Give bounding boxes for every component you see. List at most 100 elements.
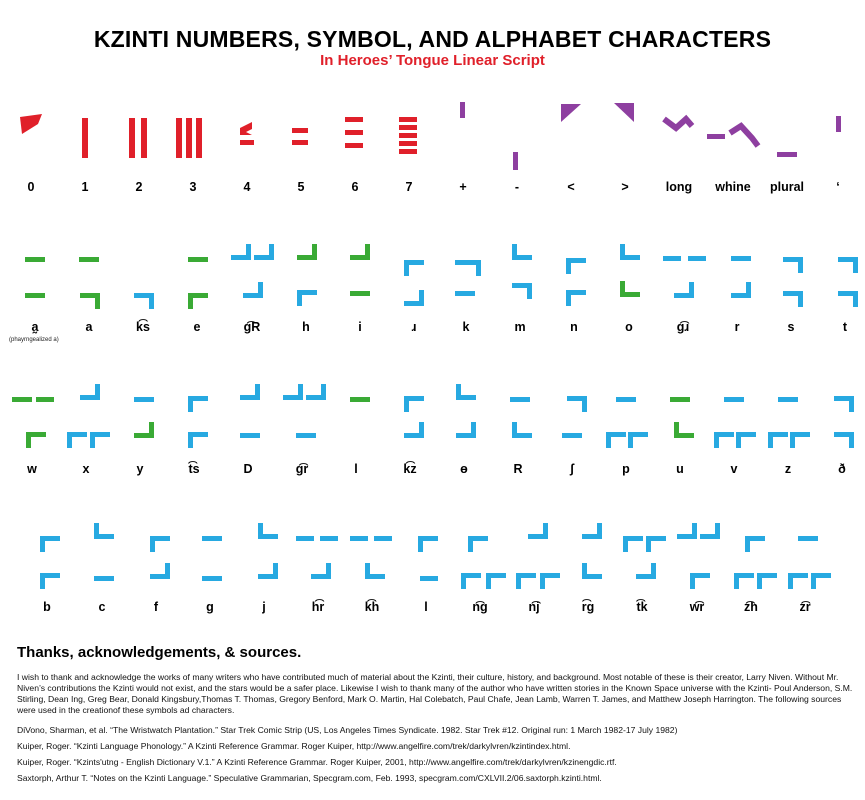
glyph-stroke bbox=[399, 141, 417, 146]
glyph-stroke bbox=[540, 573, 560, 578]
glyph-stroke bbox=[728, 122, 761, 148]
glyph-label: h bbox=[302, 320, 310, 334]
glyph-stroke bbox=[399, 133, 417, 138]
glyph-stroke bbox=[365, 574, 385, 579]
glyph-label: g͡ɹ bbox=[676, 320, 690, 334]
glyph-stroke bbox=[296, 536, 314, 541]
glyph-label: b bbox=[43, 600, 51, 614]
glyph-label: 7 bbox=[405, 180, 413, 194]
glyph-stroke bbox=[150, 536, 155, 552]
glyph-label: whine bbox=[715, 180, 751, 194]
glyph-stroke bbox=[731, 256, 751, 261]
glyph-stroke bbox=[777, 152, 797, 157]
glyph-label: g͡r bbox=[295, 462, 309, 476]
source-entry: Kuiper, Roger. “Kzints'utng - English Di… bbox=[17, 757, 617, 767]
glyph-stroke bbox=[714, 432, 734, 437]
glyph-stroke bbox=[82, 118, 88, 158]
glyph-stroke bbox=[651, 563, 656, 579]
glyph-stroke bbox=[561, 104, 581, 122]
glyph-stroke bbox=[456, 433, 476, 438]
glyph-label: n͡g bbox=[472, 600, 488, 614]
glyph-stroke bbox=[790, 432, 810, 437]
glyph-stroke bbox=[614, 103, 634, 122]
glyph-stroke bbox=[149, 422, 154, 438]
glyph-label: k bbox=[462, 320, 470, 334]
glyph-stroke bbox=[95, 384, 100, 400]
glyph-stroke bbox=[731, 293, 751, 298]
glyph-stroke bbox=[734, 573, 754, 578]
glyph-label: 6 bbox=[351, 180, 359, 194]
glyph-stroke bbox=[597, 523, 602, 539]
glyph-label: t͡s bbox=[188, 462, 200, 476]
glyph-stroke bbox=[836, 116, 841, 132]
glyph-stroke bbox=[419, 290, 424, 306]
glyph-stroke bbox=[471, 422, 476, 438]
glyph-stroke bbox=[12, 397, 32, 402]
glyph-stroke bbox=[663, 256, 681, 261]
glyph-stroke bbox=[745, 536, 750, 552]
glyph-stroke bbox=[399, 125, 417, 130]
glyph-label: z͡r bbox=[799, 600, 811, 614]
glyph-label: f bbox=[153, 600, 159, 614]
glyph-stroke bbox=[674, 422, 679, 438]
glyph-stroke bbox=[25, 257, 45, 262]
glyph-stroke bbox=[778, 397, 798, 402]
glyph-label: ɹ bbox=[411, 320, 417, 334]
glyph-stroke bbox=[582, 574, 602, 579]
glyph-label: < bbox=[567, 180, 575, 194]
glyph-stroke bbox=[292, 140, 308, 145]
glyph-stroke bbox=[566, 258, 586, 263]
glyph-stroke bbox=[616, 397, 636, 402]
glyph-stroke bbox=[783, 257, 803, 262]
glyph-label: long bbox=[665, 180, 693, 194]
glyph-stroke bbox=[297, 290, 317, 295]
glyph-stroke bbox=[674, 433, 694, 438]
glyph-stroke bbox=[80, 395, 100, 400]
glyph-label: 2 bbox=[135, 180, 143, 194]
glyph-stroke bbox=[768, 432, 773, 448]
glyph-label: 5 bbox=[297, 180, 305, 194]
glyph-stroke bbox=[516, 573, 521, 589]
glyph-stroke bbox=[540, 573, 545, 589]
glyph-label: k͡s bbox=[136, 320, 150, 334]
glyph-stroke bbox=[582, 396, 587, 412]
glyph-stroke bbox=[243, 293, 263, 298]
glyph-stroke bbox=[528, 534, 548, 539]
glyph-stroke bbox=[326, 563, 331, 579]
glyph-label: R bbox=[513, 462, 523, 476]
glyph-stroke bbox=[834, 396, 854, 401]
glyph-stroke bbox=[606, 432, 626, 437]
glyph-stroke bbox=[512, 255, 532, 260]
glyph-stroke bbox=[188, 293, 193, 309]
glyph-stroke bbox=[734, 573, 739, 589]
glyph-stroke bbox=[67, 432, 87, 437]
glyph-stroke bbox=[129, 118, 135, 158]
glyph-stroke bbox=[306, 395, 326, 400]
glyph-stroke bbox=[692, 523, 697, 539]
glyph-label: 0 bbox=[27, 180, 35, 194]
source-entry: DiVono, Sharman, et al. “The Wristwatch … bbox=[17, 725, 678, 735]
glyph-label: l bbox=[424, 600, 428, 614]
glyph-stroke bbox=[350, 255, 370, 260]
glyph-stroke bbox=[345, 143, 363, 148]
glyph-stroke bbox=[628, 432, 633, 448]
glyph-stroke bbox=[404, 260, 409, 276]
glyph-stroke bbox=[202, 536, 222, 541]
glyph-stroke bbox=[255, 384, 260, 400]
glyph-stroke bbox=[620, 255, 640, 260]
glyph-stroke bbox=[582, 563, 587, 579]
glyph-stroke bbox=[240, 122, 252, 135]
glyph-stroke bbox=[736, 432, 756, 437]
glyph-stroke bbox=[297, 290, 302, 306]
glyph-stroke bbox=[456, 384, 461, 400]
glyph-stroke bbox=[365, 244, 370, 260]
glyph-stroke bbox=[468, 536, 488, 541]
glyph-stroke bbox=[757, 573, 777, 578]
glyph-stroke bbox=[688, 256, 706, 261]
glyph-stroke bbox=[95, 293, 100, 309]
glyph-label: plural bbox=[769, 180, 805, 194]
glyph-stroke bbox=[460, 102, 465, 118]
glyph-stroke bbox=[404, 433, 424, 438]
glyph-stroke bbox=[188, 257, 208, 262]
glyph-stroke bbox=[853, 291, 858, 307]
